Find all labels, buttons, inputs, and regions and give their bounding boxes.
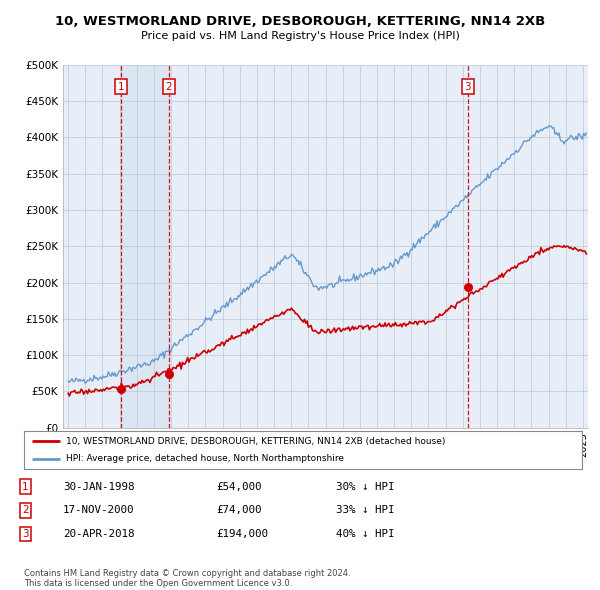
Text: 20-APR-2018: 20-APR-2018 — [63, 529, 134, 539]
Text: £74,000: £74,000 — [216, 506, 262, 515]
Text: 3: 3 — [22, 529, 29, 539]
Text: 33% ↓ HPI: 33% ↓ HPI — [336, 506, 395, 515]
Text: 30-JAN-1998: 30-JAN-1998 — [63, 482, 134, 491]
Text: 2: 2 — [166, 81, 172, 91]
Text: 40% ↓ HPI: 40% ↓ HPI — [336, 529, 395, 539]
Text: HPI: Average price, detached house, North Northamptonshire: HPI: Average price, detached house, Nort… — [66, 454, 344, 463]
Text: £54,000: £54,000 — [216, 482, 262, 491]
Text: £194,000: £194,000 — [216, 529, 268, 539]
Text: 2: 2 — [22, 506, 29, 515]
Text: Price paid vs. HM Land Registry's House Price Index (HPI): Price paid vs. HM Land Registry's House … — [140, 31, 460, 41]
Text: 10, WESTMORLAND DRIVE, DESBOROUGH, KETTERING, NN14 2XB: 10, WESTMORLAND DRIVE, DESBOROUGH, KETTE… — [55, 15, 545, 28]
Bar — [121, 65, 169, 428]
Text: 30% ↓ HPI: 30% ↓ HPI — [336, 482, 395, 491]
Text: 1: 1 — [22, 482, 29, 491]
Text: Contains HM Land Registry data © Crown copyright and database right 2024.
This d: Contains HM Land Registry data © Crown c… — [24, 569, 350, 588]
Text: 3: 3 — [464, 81, 471, 91]
Text: 10, WESTMORLAND DRIVE, DESBOROUGH, KETTERING, NN14 2XB (detached house): 10, WESTMORLAND DRIVE, DESBOROUGH, KETTE… — [66, 437, 445, 445]
Text: 17-NOV-2000: 17-NOV-2000 — [63, 506, 134, 515]
Text: 1: 1 — [118, 81, 124, 91]
